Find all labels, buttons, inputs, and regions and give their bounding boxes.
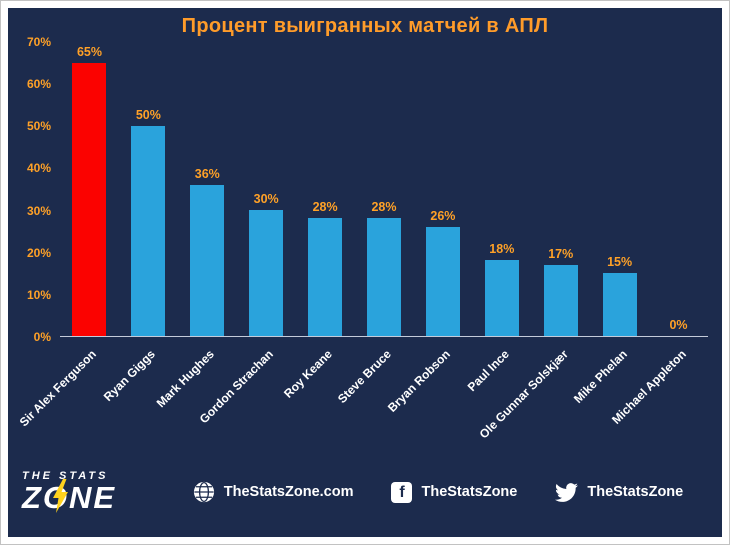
bar-2	[190, 184, 225, 336]
x-axis-label: Roy Keane	[281, 347, 335, 401]
bar-8	[543, 264, 578, 336]
x-axis-label: Michael Appleton	[608, 347, 689, 427]
x-axis-label: Gordon Strachan	[196, 347, 277, 427]
twitter-label: TheStatsZone	[587, 484, 684, 500]
bar-slot: 30%	[244, 42, 288, 336]
x-axis-label: Mark Hughes	[153, 347, 218, 411]
bar-value-label: 18%	[489, 242, 515, 257]
bar-slot: 15%	[598, 42, 642, 336]
bar-slot: 50%	[126, 42, 170, 336]
website-link: TheStatsZone.com	[193, 481, 354, 503]
bar-4	[308, 218, 343, 336]
y-tick-label: 70%	[26, 35, 51, 49]
bar-6	[425, 226, 460, 336]
stats-zone-logo: THE STATS ZONE	[22, 470, 172, 514]
globe-icon	[193, 481, 215, 503]
y-tick-label: 60%	[26, 77, 51, 92]
chart-canvas: Процент выигранных матчей в АПЛ 0% 10% 20%…	[8, 8, 722, 537]
x-axis-label: Bryan Robson	[384, 347, 453, 415]
bar-5	[367, 218, 401, 336]
bar-3	[249, 210, 284, 336]
x-axis-label: Ole Gunnar Solskjær	[476, 347, 571, 442]
social-links: TheStatsZone.com f TheStatsZone TheStats…	[172, 481, 704, 504]
bar-value-label: 26%	[430, 208, 456, 223]
footer: THE STATS ZONE	[8, 455, 722, 537]
x-axis-label: Ryan Giggs	[101, 347, 159, 405]
facebook-link: f TheStatsZone	[391, 481, 518, 503]
y-tick-label: 10%	[26, 287, 51, 302]
bar-7	[484, 260, 519, 336]
logo-text-zone: ZONE	[22, 479, 172, 515]
x-axis-labels: Sir Alex Ferguson Ryan Giggs Mark Hughes Go…	[17, 337, 708, 455]
twitter-icon	[555, 481, 579, 504]
plot-area: 65% 50% 36% 30% 28% 28% 26% 18% 17% 15% 0%	[60, 42, 708, 337]
y-tick-label: 40%	[26, 161, 51, 176]
x-axis-label: Steve Bruce	[334, 347, 394, 406]
bar-slot: 0%	[657, 42, 701, 336]
bar-slot: 17%	[539, 42, 583, 336]
bar-slot: 65%	[67, 42, 111, 336]
x-axis-label: Mike Phelan	[570, 347, 630, 406]
x-axis-label: Paul Ince	[464, 347, 512, 395]
bar-value-label: 30%	[253, 192, 279, 206]
bar-slot: 36%	[185, 42, 229, 336]
facebook-label: TheStatsZone	[421, 484, 518, 500]
website-label: TheStatsZone.com	[223, 484, 354, 500]
bar-value-label: 15%	[607, 255, 633, 269]
y-axis: 0% 10% 20% 30% 40% 50% 60% 70%	[8, 35, 60, 344]
y-tick-label: 30%	[26, 203, 51, 218]
y-tick-label: 50%	[26, 119, 51, 134]
chart-title: Процент выигранных матчей в АПЛ	[181, 15, 549, 37]
bar-slot: 18%	[480, 42, 524, 336]
bar-value-label: 50%	[135, 108, 161, 122]
bar-value-label: 28%	[312, 200, 338, 215]
bar-slot: 26%	[421, 42, 465, 336]
bar-value-label: 36%	[194, 166, 220, 181]
bar-slot: 28%	[303, 42, 347, 336]
facebook-icon: f	[391, 481, 413, 503]
bar-value-label: 0%	[669, 318, 688, 332]
bar-slot: 28%	[362, 42, 406, 336]
bar-0	[72, 63, 107, 336]
bar-value-label: 65%	[76, 45, 102, 59]
twitter-link: TheStatsZone	[555, 481, 683, 504]
chart: 0% 10% 20% 30% 40% 50% 60% 70% 65% 50% 36% 30% 28% 2…	[8, 35, 722, 344]
bar-9	[602, 273, 637, 336]
bar-value-label: 28%	[371, 200, 397, 215]
logo-zone-word: ZONE	[22, 480, 117, 515]
y-tick-label: 0%	[33, 330, 51, 344]
bar-1	[131, 126, 166, 336]
bar-value-label: 17%	[548, 246, 574, 261]
y-tick-label: 20%	[26, 245, 51, 260]
logo-text-top: THE STATS	[22, 470, 109, 482]
